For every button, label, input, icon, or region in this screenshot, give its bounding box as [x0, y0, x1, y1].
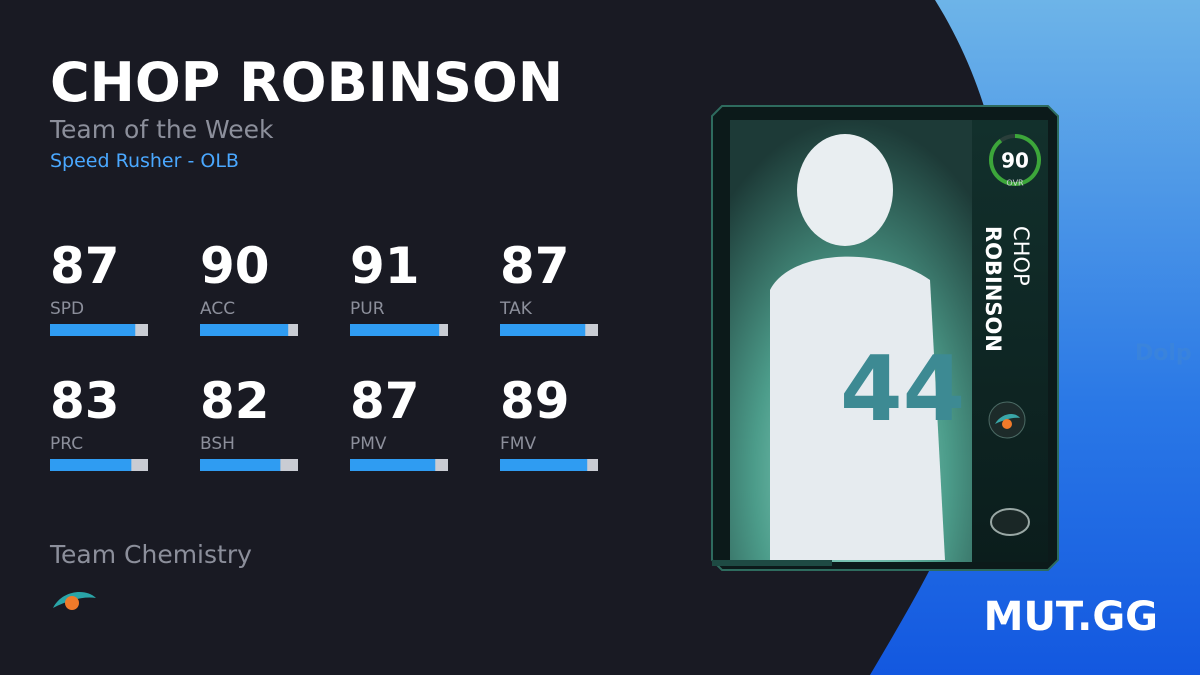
stat-bar	[500, 324, 586, 336]
card-trim	[712, 560, 832, 566]
helmet	[797, 134, 893, 246]
stat-value: 91	[350, 237, 420, 295]
card-strip	[972, 120, 1048, 562]
chemistry-logo	[53, 592, 96, 610]
stat-label: PMV	[350, 434, 387, 454]
stat-value: 87	[50, 237, 120, 295]
stat-value: 82	[200, 372, 270, 430]
player-name: CHOP ROBINSON	[50, 51, 563, 114]
card-first-name: CHOP	[1009, 226, 1033, 286]
sun-icon	[65, 596, 79, 610]
card-team-logo-sun	[1002, 419, 1012, 429]
stat-value: 83	[50, 372, 120, 430]
jersey-number: 44	[840, 337, 965, 442]
dolphin-icon	[53, 592, 96, 608]
stat-bar	[50, 324, 136, 336]
ovr-ring	[989, 134, 1041, 186]
ovr-label: OVR	[1006, 179, 1024, 188]
stat-label: PUR	[350, 299, 385, 319]
stat-value: 87	[500, 237, 570, 295]
stat-label: SPD	[50, 299, 84, 319]
stat-value: 90	[200, 237, 270, 295]
archetype: Speed Rusher - OLB	[50, 150, 239, 172]
stat-bar	[50, 459, 132, 471]
stat-bar	[200, 324, 289, 336]
stat-value: 89	[500, 372, 570, 430]
card-last-name: ROBINSON	[981, 226, 1005, 352]
stat-label: ACC	[200, 299, 235, 319]
stat-value: 87	[350, 372, 420, 430]
stat-label: TAK	[499, 299, 533, 319]
jersey	[770, 256, 945, 560]
chemistry-title: Team Chemistry	[49, 540, 252, 569]
stat-bar	[350, 459, 436, 471]
bg-jersey-text: Dolp	[1135, 341, 1192, 366]
stat-bar	[350, 324, 440, 336]
program: Team of the Week	[49, 115, 274, 144]
program-badge	[990, 508, 1030, 536]
stat-bar	[200, 459, 281, 471]
stat-label: BSH	[200, 434, 235, 454]
brand-logo: MUT.GG	[984, 594, 1158, 640]
stat-label: FMV	[500, 434, 536, 454]
stats-grid: 87 SPD 90 ACC 91 PUR 87 TAK 83 PRC 82 BSH 87 PMV 89 FMV	[50, 237, 598, 471]
player-card: 44 90 OVR CHOP ROBINSON	[711, 105, 1059, 571]
stat-bar	[500, 459, 588, 471]
stat-label: PRC	[50, 434, 83, 454]
ovr-value: 90	[1001, 149, 1029, 173]
